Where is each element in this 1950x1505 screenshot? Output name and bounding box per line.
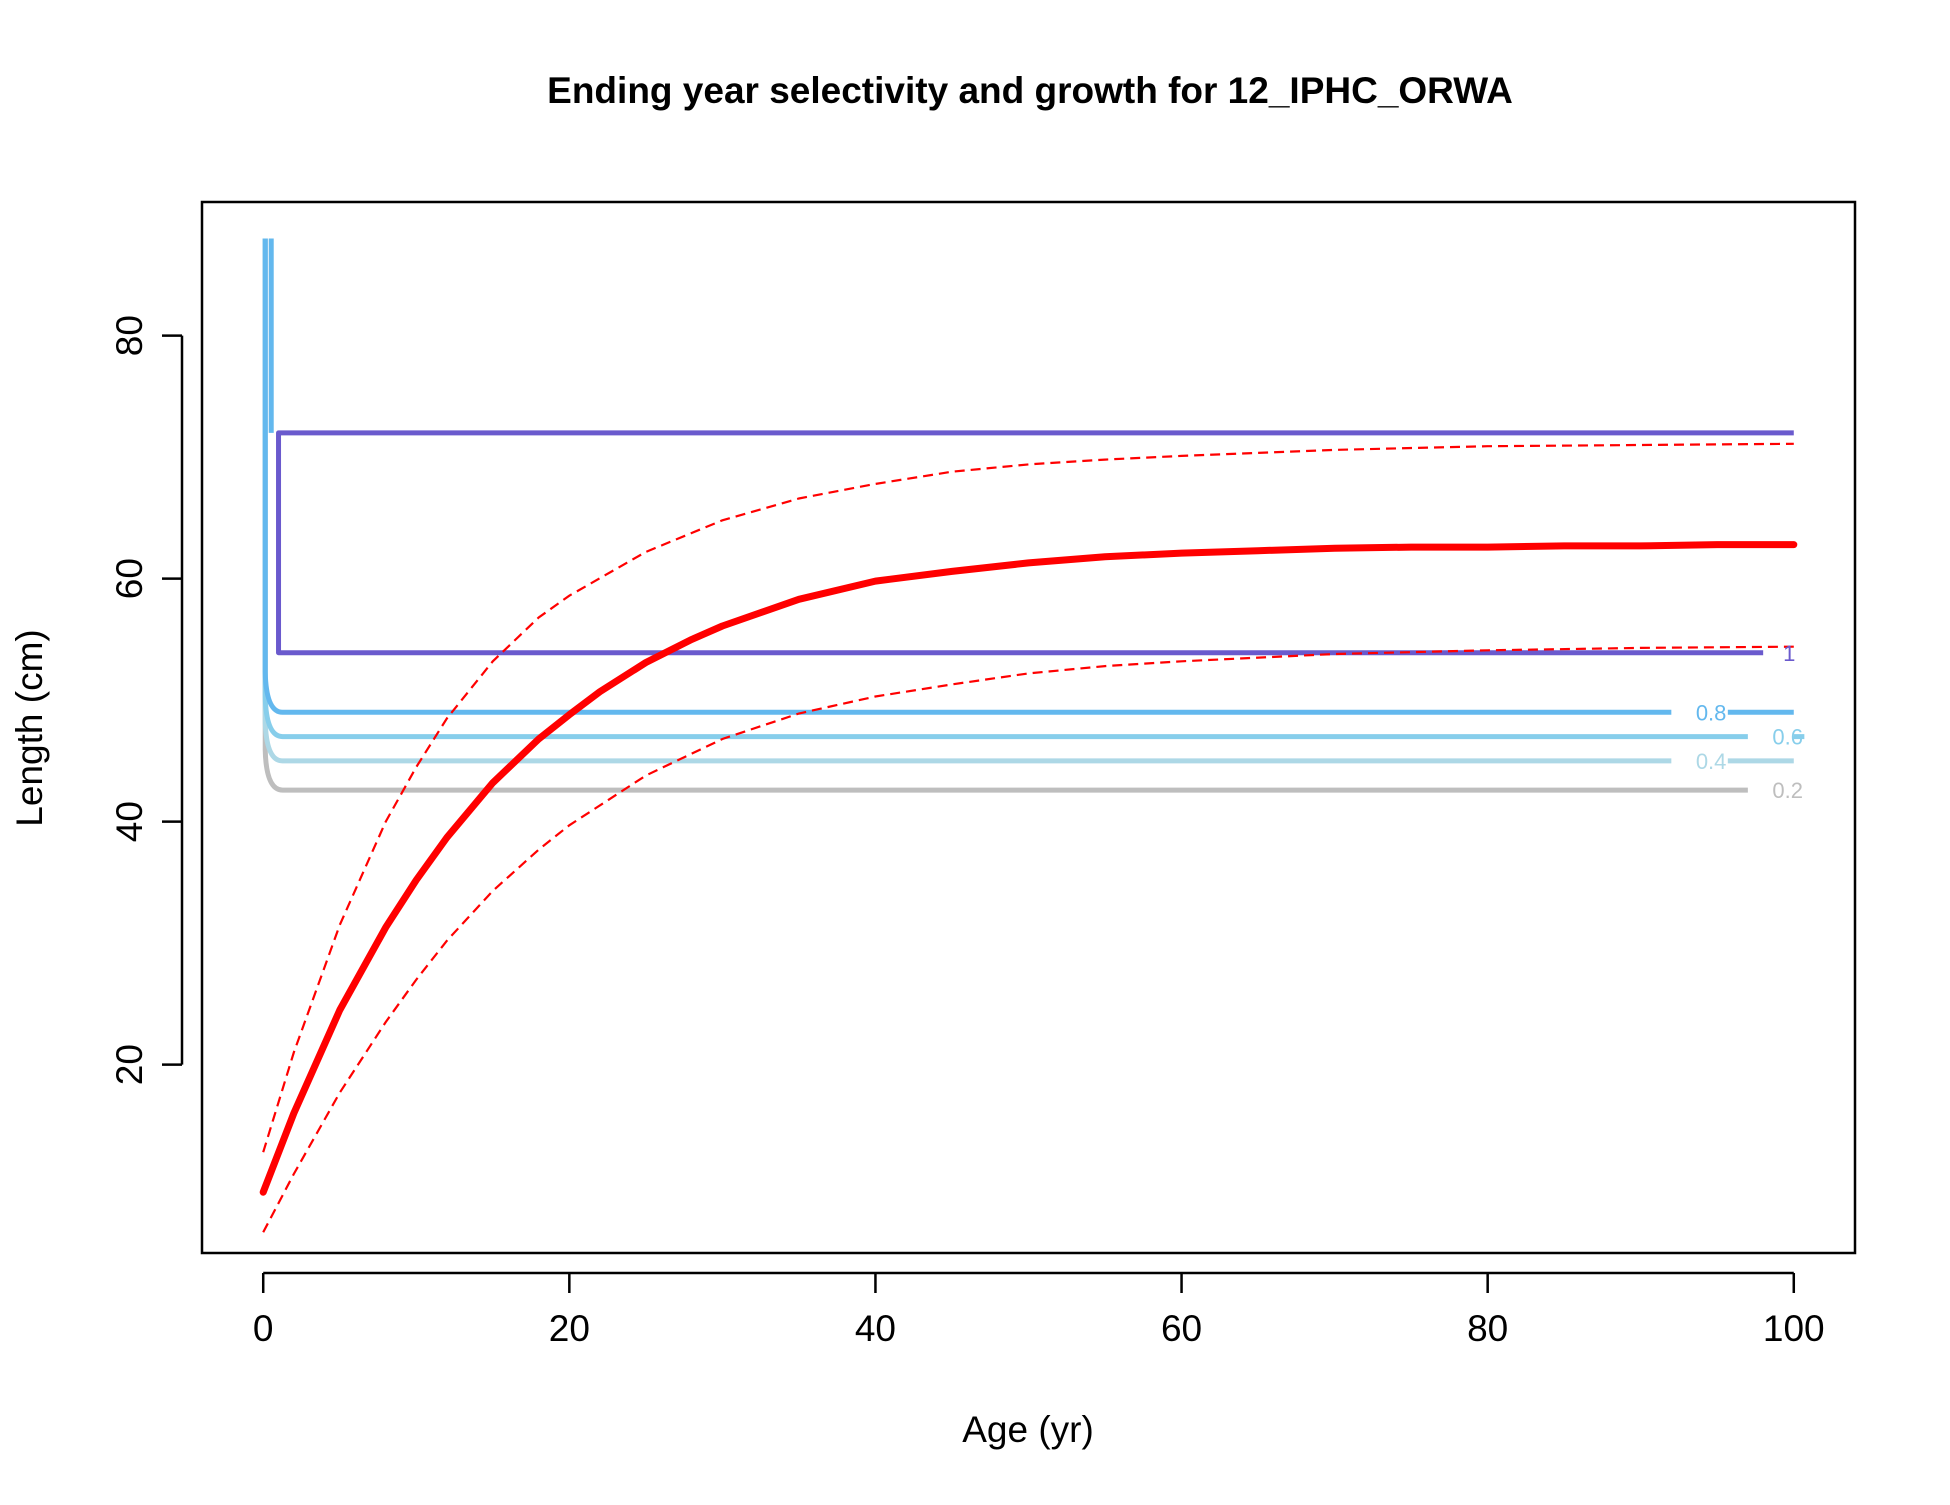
selectivity-contours xyxy=(262,238,1805,793)
contour-line-0.8 xyxy=(262,238,1672,715)
contour-label: 0.4 xyxy=(1696,749,1727,774)
contour-line-0.2 xyxy=(262,238,1748,793)
x-tick-label: 40 xyxy=(855,1308,896,1349)
contour-line-0.6 xyxy=(262,238,1748,740)
y-tick-label: 80 xyxy=(109,315,150,356)
contour-label: 1 xyxy=(1783,641,1795,666)
contour-line-1 xyxy=(276,430,1794,656)
contour-label: 0.2 xyxy=(1772,778,1803,803)
contour-label: 0.6 xyxy=(1772,725,1803,750)
contour-line-0.4 xyxy=(262,238,1672,764)
chart-title: Ending year selectivity and growth for 1… xyxy=(547,70,1513,111)
x-tick-label: 100 xyxy=(1763,1308,1825,1349)
growth-lower-bound xyxy=(262,645,1794,1233)
x-tick-label: 20 xyxy=(549,1308,590,1349)
x-axis-label: Age (yr) xyxy=(962,1409,1094,1450)
contour-labels: 0.2 0.4 0.6 0.8 1 xyxy=(1696,641,1803,803)
contour-label: 0.8 xyxy=(1696,700,1727,725)
growth-curves xyxy=(259,442,1798,1233)
y-axis-label: Length (cm) xyxy=(9,629,50,826)
x-tick-label: 80 xyxy=(1467,1308,1508,1349)
growth-upper-bound xyxy=(262,442,1794,1153)
x-tick-label: 0 xyxy=(253,1308,274,1349)
x-tick-label: 60 xyxy=(1161,1308,1202,1349)
plot-frame xyxy=(200,200,1857,1255)
growth-mean-line xyxy=(259,541,1798,1196)
y-tick-label: 60 xyxy=(109,558,150,599)
x-axis: 0 20 40 60 80 100 xyxy=(253,1271,1825,1349)
y-tick-label: 20 xyxy=(109,1044,150,1085)
y-tick-label: 40 xyxy=(109,801,150,842)
y-axis: 20 40 60 80 xyxy=(109,315,184,1085)
